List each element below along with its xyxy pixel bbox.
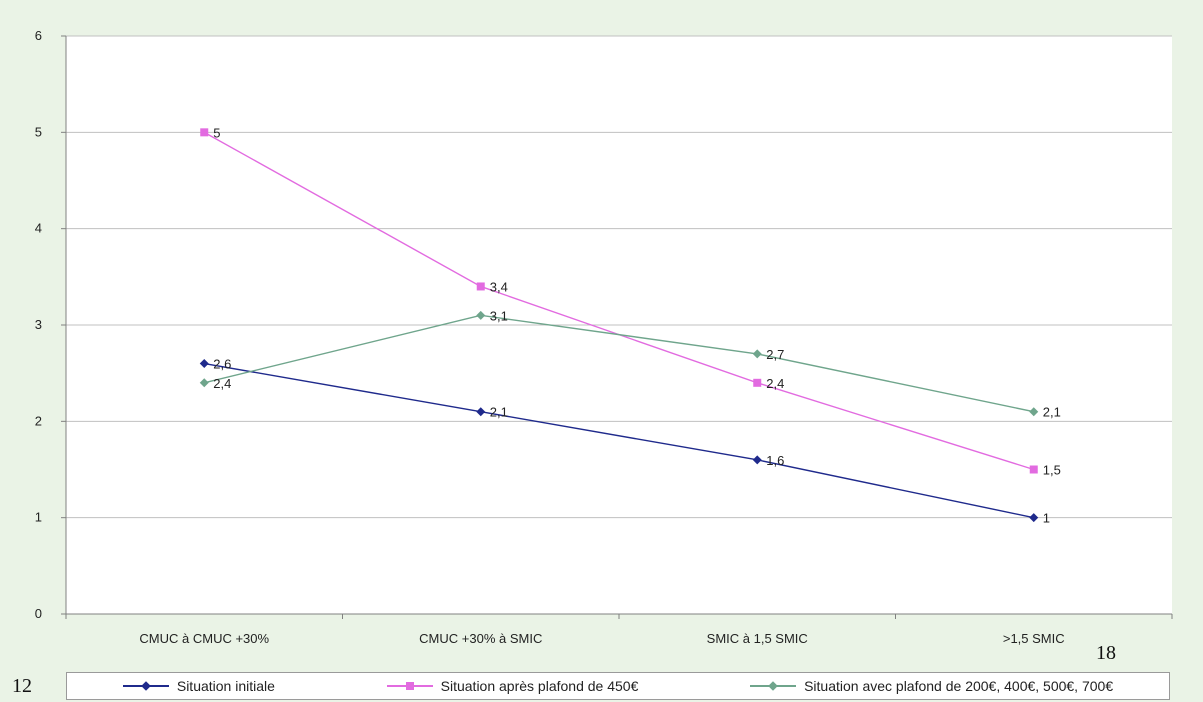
chart-legend: Situation initiale Situation après plafon… [66, 672, 1170, 700]
data-point [752, 349, 762, 359]
data-label: 2,4 [766, 376, 784, 391]
data-point [476, 407, 486, 417]
y-tick-label: 2 [35, 413, 42, 428]
data-label: 2,1 [490, 405, 508, 420]
data-label: 2,7 [766, 347, 784, 362]
legend-swatch [750, 681, 797, 691]
data-point [199, 359, 209, 369]
data-label: 1,6 [766, 453, 784, 468]
y-tick-label: 1 [35, 510, 42, 525]
series-line [204, 362, 1034, 519]
data-label: 1,5 [1043, 463, 1061, 478]
data-point [476, 310, 486, 320]
data-label: 5 [213, 125, 220, 140]
legend-marker [768, 681, 778, 691]
legend-label: Situation après plafond de 450€ [440, 678, 639, 694]
y-tick-label: 6 [35, 28, 42, 43]
data-label: 2,1 [1043, 405, 1061, 420]
y-tick-label: 3 [35, 317, 42, 332]
series-line [204, 314, 1034, 413]
legend-item: Situation après plafond de 450€ [386, 678, 639, 694]
legend-label: Situation initiale [176, 678, 275, 694]
x-tick-label: SMIC à 1,5 SMIC [707, 631, 808, 646]
data-label: 2,6 [213, 357, 231, 372]
legend-item: Situation initiale [122, 678, 275, 694]
x-tick-label: CMUC à CMUC +30% [139, 631, 269, 646]
legend-swatch [122, 681, 169, 691]
series-line [203, 131, 1034, 471]
data-point [1029, 407, 1039, 417]
data-label: 3,4 [490, 279, 508, 294]
data-point [1029, 465, 1038, 474]
data-point [476, 282, 485, 291]
data-point [200, 128, 209, 137]
data-point [1029, 513, 1039, 523]
data-label: 3,1 [490, 308, 508, 323]
x-tick-label: >1,5 SMIC [1003, 631, 1065, 646]
page-number-left: 12 [12, 675, 32, 697]
data-point [199, 378, 209, 388]
data-point [752, 455, 762, 465]
legend-swatch [386, 681, 433, 691]
data-point [753, 378, 762, 387]
y-tick-label: 4 [35, 221, 42, 236]
x-tick-label: CMUC +30% à SMIC [419, 631, 542, 646]
legend-marker [405, 682, 414, 690]
y-tick-label: 0 [35, 606, 42, 621]
legend-item: Situation avec plafond de 200€, 400€, 50… [750, 678, 1113, 694]
legend-marker [141, 681, 151, 691]
data-label: 2,4 [213, 376, 231, 391]
data-label: 1 [1043, 511, 1050, 526]
legend-label: Situation avec plafond de 200€, 400€, 50… [804, 678, 1114, 694]
y-tick-label: 5 [35, 124, 42, 139]
page-number-right: 18 [1096, 642, 1116, 664]
